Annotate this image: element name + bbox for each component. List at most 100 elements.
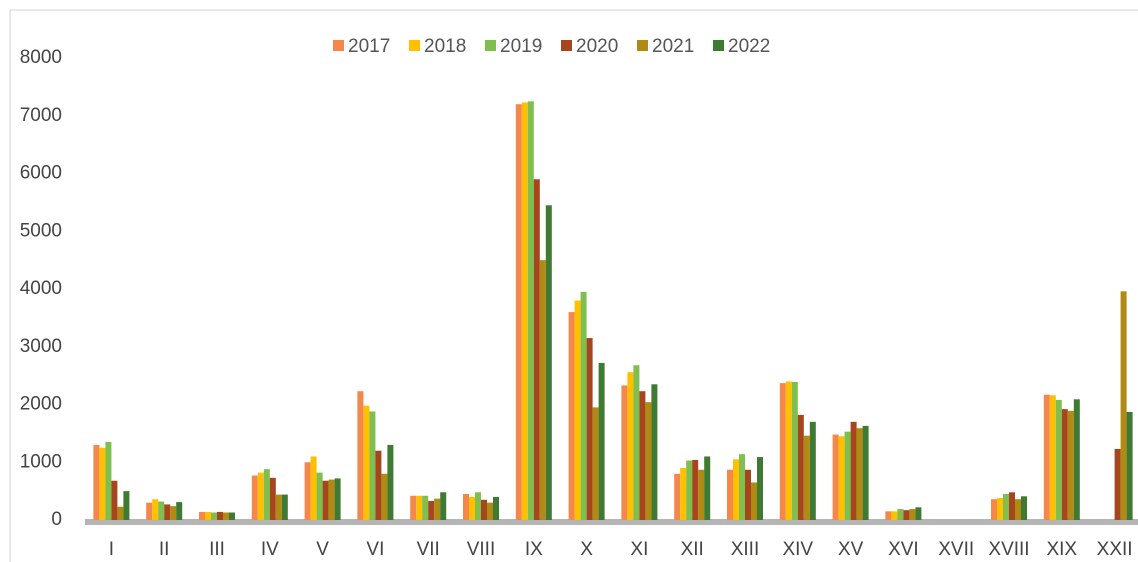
y-tick-label: 8000 <box>20 47 62 68</box>
bar <box>779 383 786 520</box>
y-tick-label: 4000 <box>20 278 62 299</box>
bar <box>785 381 792 520</box>
bar <box>692 459 699 520</box>
x-tick-label: II <box>159 539 170 560</box>
bar <box>1043 394 1050 520</box>
x-tick-label: XIII <box>731 539 760 560</box>
bar <box>251 475 258 520</box>
bar <box>674 473 681 520</box>
bar <box>704 456 711 520</box>
x-tick-label: IV <box>261 539 279 560</box>
x-tick-label: XVII <box>938 539 974 560</box>
bar <box>891 511 898 520</box>
bar <box>909 509 916 520</box>
bar <box>545 205 552 520</box>
bar <box>487 502 493 520</box>
x-tick-label: VIII <box>467 539 496 560</box>
x-tick-label: V <box>316 539 329 560</box>
bar <box>269 477 276 520</box>
bar <box>105 442 112 520</box>
bar <box>369 411 376 520</box>
bar <box>357 391 364 520</box>
bar <box>991 499 997 520</box>
baseline <box>85 519 1138 525</box>
bar <box>440 492 447 520</box>
bar <box>580 291 587 520</box>
bar <box>199 511 205 520</box>
legend-label: 2022 <box>728 36 770 57</box>
bar <box>686 460 693 520</box>
bar <box>1003 494 1009 520</box>
bar <box>375 450 382 520</box>
bar <box>1126 412 1133 520</box>
bar <box>463 494 469 520</box>
x-tick-label: XIV <box>782 539 813 560</box>
x-tick-label: III <box>209 539 225 560</box>
bar <box>598 362 605 520</box>
bar <box>428 500 435 520</box>
bar <box>111 480 118 520</box>
bar <box>844 431 851 520</box>
bar <box>217 511 223 520</box>
bar <box>903 510 910 520</box>
bar <box>229 512 235 520</box>
y-tick-label: 6000 <box>20 163 62 184</box>
bar <box>651 384 658 520</box>
bar <box>791 381 798 520</box>
bar <box>621 385 628 520</box>
bar <box>627 372 634 520</box>
bar <box>751 482 757 520</box>
bar <box>897 509 904 520</box>
bar <box>997 498 1003 520</box>
bar <box>322 480 329 520</box>
bar <box>521 102 528 520</box>
bar <box>745 469 751 520</box>
bar <box>633 365 640 520</box>
bar <box>275 494 282 520</box>
bar <box>885 511 892 520</box>
bar <box>263 469 270 520</box>
legend-label: 2017 <box>348 36 390 57</box>
bar <box>281 494 288 520</box>
bar <box>123 491 130 520</box>
bar <box>727 469 733 520</box>
bar <box>586 338 593 520</box>
bar <box>862 425 869 520</box>
legend-swatch <box>485 40 496 51</box>
bar <box>117 506 124 520</box>
bar <box>211 512 217 520</box>
bar <box>422 495 429 520</box>
bar <box>1055 399 1062 520</box>
bar <box>733 459 739 520</box>
x-tick-label: XIX <box>1046 539 1077 560</box>
bar <box>170 506 177 520</box>
x-tick-label: I <box>109 539 114 560</box>
bar <box>1120 291 1127 520</box>
bar <box>164 504 171 520</box>
bar <box>1067 410 1074 520</box>
bar <box>481 499 487 520</box>
y-tick-label: 2000 <box>20 394 62 415</box>
bar <box>809 421 816 520</box>
bar <box>1009 492 1015 520</box>
bar <box>856 428 863 520</box>
legend-swatch <box>713 40 724 51</box>
bar <box>316 472 323 520</box>
bar <box>915 507 922 520</box>
legend-swatch <box>409 40 420 51</box>
legend-label: 2019 <box>500 36 542 57</box>
bar <box>832 434 839 520</box>
bar <box>146 502 153 520</box>
x-tick-label: X <box>580 539 593 560</box>
legend-label: 2018 <box>424 36 466 57</box>
y-tick-label: 3000 <box>20 336 62 357</box>
legend-swatch <box>333 40 344 51</box>
y-tick-label: 1000 <box>20 451 62 472</box>
bar <box>334 478 341 520</box>
y-tick-label: 5000 <box>20 220 62 241</box>
bar <box>176 502 183 520</box>
bar <box>1021 496 1027 520</box>
bar <box>1015 499 1021 520</box>
bar <box>568 312 575 520</box>
